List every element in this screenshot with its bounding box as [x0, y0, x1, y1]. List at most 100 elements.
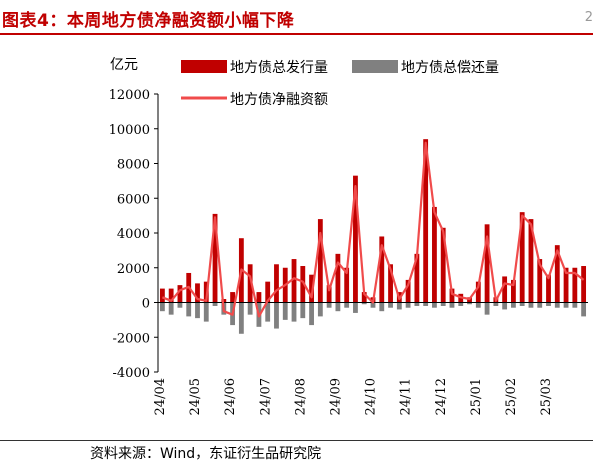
- bar-repayment: [361, 302, 367, 305]
- bar-repayment: [326, 302, 332, 308]
- bar-issuance: [440, 227, 446, 303]
- bar-repayment: [186, 302, 192, 317]
- bar-issuance: [581, 266, 587, 303]
- bar-issuance: [423, 139, 429, 303]
- bar-repayment: [467, 302, 472, 305]
- bar-issuance: [449, 288, 455, 303]
- x-tick-label: 25/03: [539, 378, 554, 415]
- x-tick-label: 24/06: [223, 378, 238, 415]
- bar-issuance: [265, 281, 271, 303]
- x-tick-label: 24/12: [434, 378, 449, 415]
- bar-repayment: [238, 302, 244, 334]
- bar-issuance: [353, 175, 358, 303]
- bar-issuance: [484, 224, 490, 303]
- bar-issuance: [247, 264, 253, 303]
- bar-issuance: [379, 236, 385, 303]
- bar-repayment: [449, 302, 455, 308]
- bar-issuance: [537, 259, 543, 303]
- x-tick-label: 24/05: [188, 378, 203, 415]
- x-tick-label: 24/10: [364, 378, 379, 415]
- bar-repayment: [458, 302, 464, 306]
- bar-issuance: [335, 253, 341, 303]
- bar-issuance: [388, 264, 393, 303]
- bar-repayment: [484, 302, 490, 315]
- bar-issuance: [230, 292, 236, 303]
- bar-issuance: [414, 253, 420, 303]
- legend-label-repayment: 地方债总偿还量: [401, 60, 499, 76]
- bar-repayment: [519, 302, 525, 306]
- y-tick-label: 8000: [117, 158, 150, 173]
- title-rule: [0, 33, 593, 35]
- unit-label: 亿元: [110, 57, 138, 73]
- bar-repayment: [414, 302, 420, 306]
- bar-issuance: [572, 267, 578, 303]
- plot-area: -4000 -2000 0 2000 4000 6000 8000 10000 12000 24/…: [109, 88, 588, 415]
- x-tick-label: 24/04: [153, 378, 168, 415]
- bar-repayment: [177, 302, 183, 308]
- bar-issuance: [300, 266, 306, 303]
- bar-repayment: [344, 302, 350, 308]
- bar-issuance: [309, 274, 314, 303]
- bar-repayment: [265, 302, 271, 322]
- bar-repayment: [440, 302, 446, 306]
- bar-repayment: [282, 302, 288, 320]
- bar-repayment: [168, 302, 174, 315]
- bar-repayment: [475, 302, 481, 308]
- legend-label-issuance: 地方债总发行量: [230, 60, 328, 76]
- line-net-financing: [161, 141, 585, 318]
- x-tick-label: 25/02: [504, 378, 519, 415]
- y-tick-label: -2000: [113, 331, 150, 346]
- legend: 地方债总发行量 地方债总偿还量 地方债净融资额: [181, 60, 499, 108]
- bar-repayment: [317, 302, 323, 317]
- y-tick-label: 12000: [109, 88, 150, 103]
- bar-issuance: [546, 274, 551, 303]
- bar-repayment: [432, 302, 437, 308]
- bar-repayment: [300, 302, 306, 319]
- title-marker: 2: [584, 10, 593, 25]
- bar-repayment: [159, 302, 165, 312]
- bar-repayment: [563, 302, 569, 308]
- y-tick-label: 2000: [117, 262, 150, 277]
- bar-repayment: [247, 302, 253, 315]
- footer-rule: [0, 440, 593, 441]
- bar-issuance: [432, 206, 437, 303]
- bar-repayment: [274, 302, 279, 329]
- y-tick-label: -4000: [113, 366, 150, 381]
- legend-swatch-issuance: [181, 60, 227, 73]
- bar-issuance: [361, 292, 367, 303]
- source-note: 资料来源：Wind，东证衍生品研究院: [90, 446, 322, 462]
- bar-repayment: [572, 302, 578, 308]
- bar-issuance: [291, 259, 297, 303]
- bar-repayment: [388, 302, 393, 308]
- chart: 亿元 地方债总发行量 地方债总偿还量 地方债净融资额 -4000 -2000 0 20…: [109, 57, 588, 415]
- bar-repayment: [546, 302, 551, 306]
- bar-repayment: [203, 302, 209, 322]
- bar-repayment: [212, 302, 218, 306]
- bar-issuance: [344, 267, 350, 303]
- bar-issuance: [317, 219, 323, 303]
- x-tick-label: 24/07: [258, 378, 273, 415]
- bar-issuance: [554, 245, 560, 303]
- bar-issuance: [405, 279, 411, 303]
- bar-repayment: [554, 302, 560, 308]
- bar-issuance: [326, 285, 332, 303]
- bar-issuance: [195, 283, 200, 303]
- bar-issuance: [256, 292, 262, 303]
- bar-repayment: [423, 302, 429, 306]
- bar-issuance: [212, 213, 218, 303]
- legend-label-net: 地方债净融资额: [230, 92, 328, 108]
- x-tick-label: 24/09: [329, 378, 344, 415]
- bar-issuance: [502, 276, 508, 303]
- x-tick-label: 24/08: [293, 378, 308, 415]
- chart-title: 图表4：本周地方债净融资额小幅下降: [2, 11, 295, 31]
- bar-issuance: [528, 219, 534, 303]
- bar-issuance: [274, 264, 279, 303]
- x-tick-label: 24/11: [399, 378, 414, 415]
- bar-repayment: [353, 302, 358, 313]
- bar-issuance: [563, 267, 569, 303]
- bar-repayment: [537, 302, 543, 308]
- bar-repayment: [309, 302, 314, 326]
- bar-repayment: [379, 302, 385, 312]
- bar-repayment: [291, 302, 297, 322]
- bar-repayment: [195, 302, 200, 319]
